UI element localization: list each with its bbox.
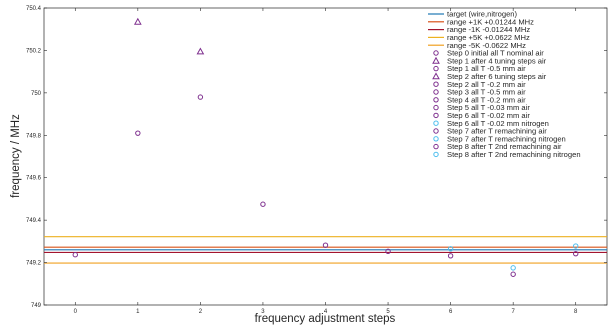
x-tick-label-1: 1: [136, 309, 140, 315]
legend-entry-series-11: Step 7 after T remachining nitrogen: [447, 134, 566, 143]
legend-entry-series-3: Step 2 after 6 tuning steps air: [447, 72, 547, 81]
legend-marker-swatch-11: [433, 136, 439, 142]
y-tick-label-1: 749.2: [26, 261, 42, 267]
legend-marker-swatch-4: [433, 81, 439, 87]
legend-entry-series-7: Step 5 all T -0.03 mm air: [447, 103, 530, 112]
x-tick-label-2: 2: [199, 309, 203, 315]
legend-entry-series-8: Step 6 all T -0.02 mm air: [447, 111, 530, 120]
y-tick-label-3: 749.6: [26, 176, 42, 182]
legend-entry-series-0: Step 0 initial all T nominal air: [447, 49, 544, 58]
data-point-6-0: [322, 242, 329, 248]
legend-marker-swatch-8: [433, 112, 439, 119]
legend-entry-line-0: target (wire,nitrogen): [447, 10, 518, 19]
y-axis-ticks: 749 749.2 749.4 749.6 749.8 750 750.2 750.4: [26, 6, 607, 309]
y-tick-label-2: 749.4: [26, 218, 42, 224]
data-point-8-0: [447, 253, 454, 259]
legend-entry-series-2: Step 1 all T -0.5 mm air: [447, 64, 526, 73]
legend-marker-swatch-3: [432, 72, 440, 80]
legend-entry-series-1: Step 1 after 4 tuning steps air: [447, 56, 547, 65]
data-point-9-0: [447, 246, 454, 252]
x-axis-title: frequency adjustment steps: [255, 313, 396, 325]
legend-marker-swatch-0: [433, 50, 439, 56]
x-tick-label-4: 4: [324, 309, 328, 315]
data-point-11-0: [510, 265, 516, 271]
data-points: [72, 17, 579, 277]
legend-marker-swatch-6: [433, 97, 439, 103]
legend: target (wire,nitrogen)range +1K +0.01244…: [428, 10, 581, 159]
legend-entry-line-1: range +1K +0.01244 MHz: [447, 17, 534, 26]
y-tick-label-0: 749: [31, 303, 42, 309]
data-point-7-0: [385, 248, 391, 255]
legend-entry-series-10: Step 7 after T remachining air: [447, 127, 547, 136]
legend-entry-series-9: Step 6 all T -0.02 mm nitrogen: [447, 119, 549, 128]
data-point-13-0: [573, 243, 579, 249]
x-tick-label-7: 7: [511, 309, 515, 315]
y-tick-label-6: 750.2: [26, 48, 42, 54]
legend-marker-swatch-13: [433, 151, 439, 158]
x-tick-label-6: 6: [449, 309, 453, 315]
x-tick-label-5: 5: [386, 309, 390, 315]
legend-entry-series-5: Step 3 all T -0.5 mm air: [447, 88, 526, 97]
legend-marker-swatch-12: [433, 143, 439, 150]
data-point-10-0: [510, 271, 516, 277]
legend-entry-line-4: range -5K -0.0622 MHz: [447, 41, 526, 50]
legend-entry-line-2: range -1K -0.01244 MHz: [447, 25, 530, 34]
legend-entry-line-3: range +5K +0.0622 MHz: [447, 33, 530, 42]
legend-marker-swatch-2: [433, 65, 439, 72]
y-tick-label-7: 750.4: [26, 6, 42, 12]
data-point-3-0: [196, 47, 205, 55]
x-axis-ticks: 0 1 2 3 4 5 6 7 8: [74, 8, 578, 315]
legend-marker-swatch-1: [432, 56, 440, 64]
legend-marker-swatch-10: [433, 128, 439, 134]
x-tick-label-8: 8: [574, 309, 578, 315]
x-tick-label-0: 0: [74, 309, 78, 315]
data-point-5-0: [260, 201, 266, 207]
y-tick-label-5: 750: [31, 91, 42, 97]
data-point-0-0: [72, 252, 78, 258]
legend-marker-swatch-5: [433, 89, 439, 95]
data-point-1-0: [133, 17, 142, 25]
plot-area: [43, 7, 608, 306]
legend-entry-series-13: Step 8 after T 2nd remachining nitrogen: [447, 150, 581, 159]
legend-marker-swatch-9: [433, 120, 439, 126]
data-point-4-0: [197, 94, 204, 100]
legend-entry-series-6: Step 4 all T -0.2 mm air: [447, 95, 526, 104]
legend-entry-series-4: Step 2 all T -0.2 mm air: [447, 80, 526, 89]
y-tick-label-4: 749.8: [26, 133, 42, 139]
legend-marker-swatch-7: [433, 104, 439, 111]
data-point-12-0: [573, 250, 579, 257]
data-point-2-0: [135, 130, 141, 136]
legend-entry-series-12: Step 8 after T 2nd remachining air: [447, 142, 562, 151]
x-tick-label-3: 3: [261, 309, 265, 315]
y-axis-title: frequency / MHz: [10, 114, 22, 198]
